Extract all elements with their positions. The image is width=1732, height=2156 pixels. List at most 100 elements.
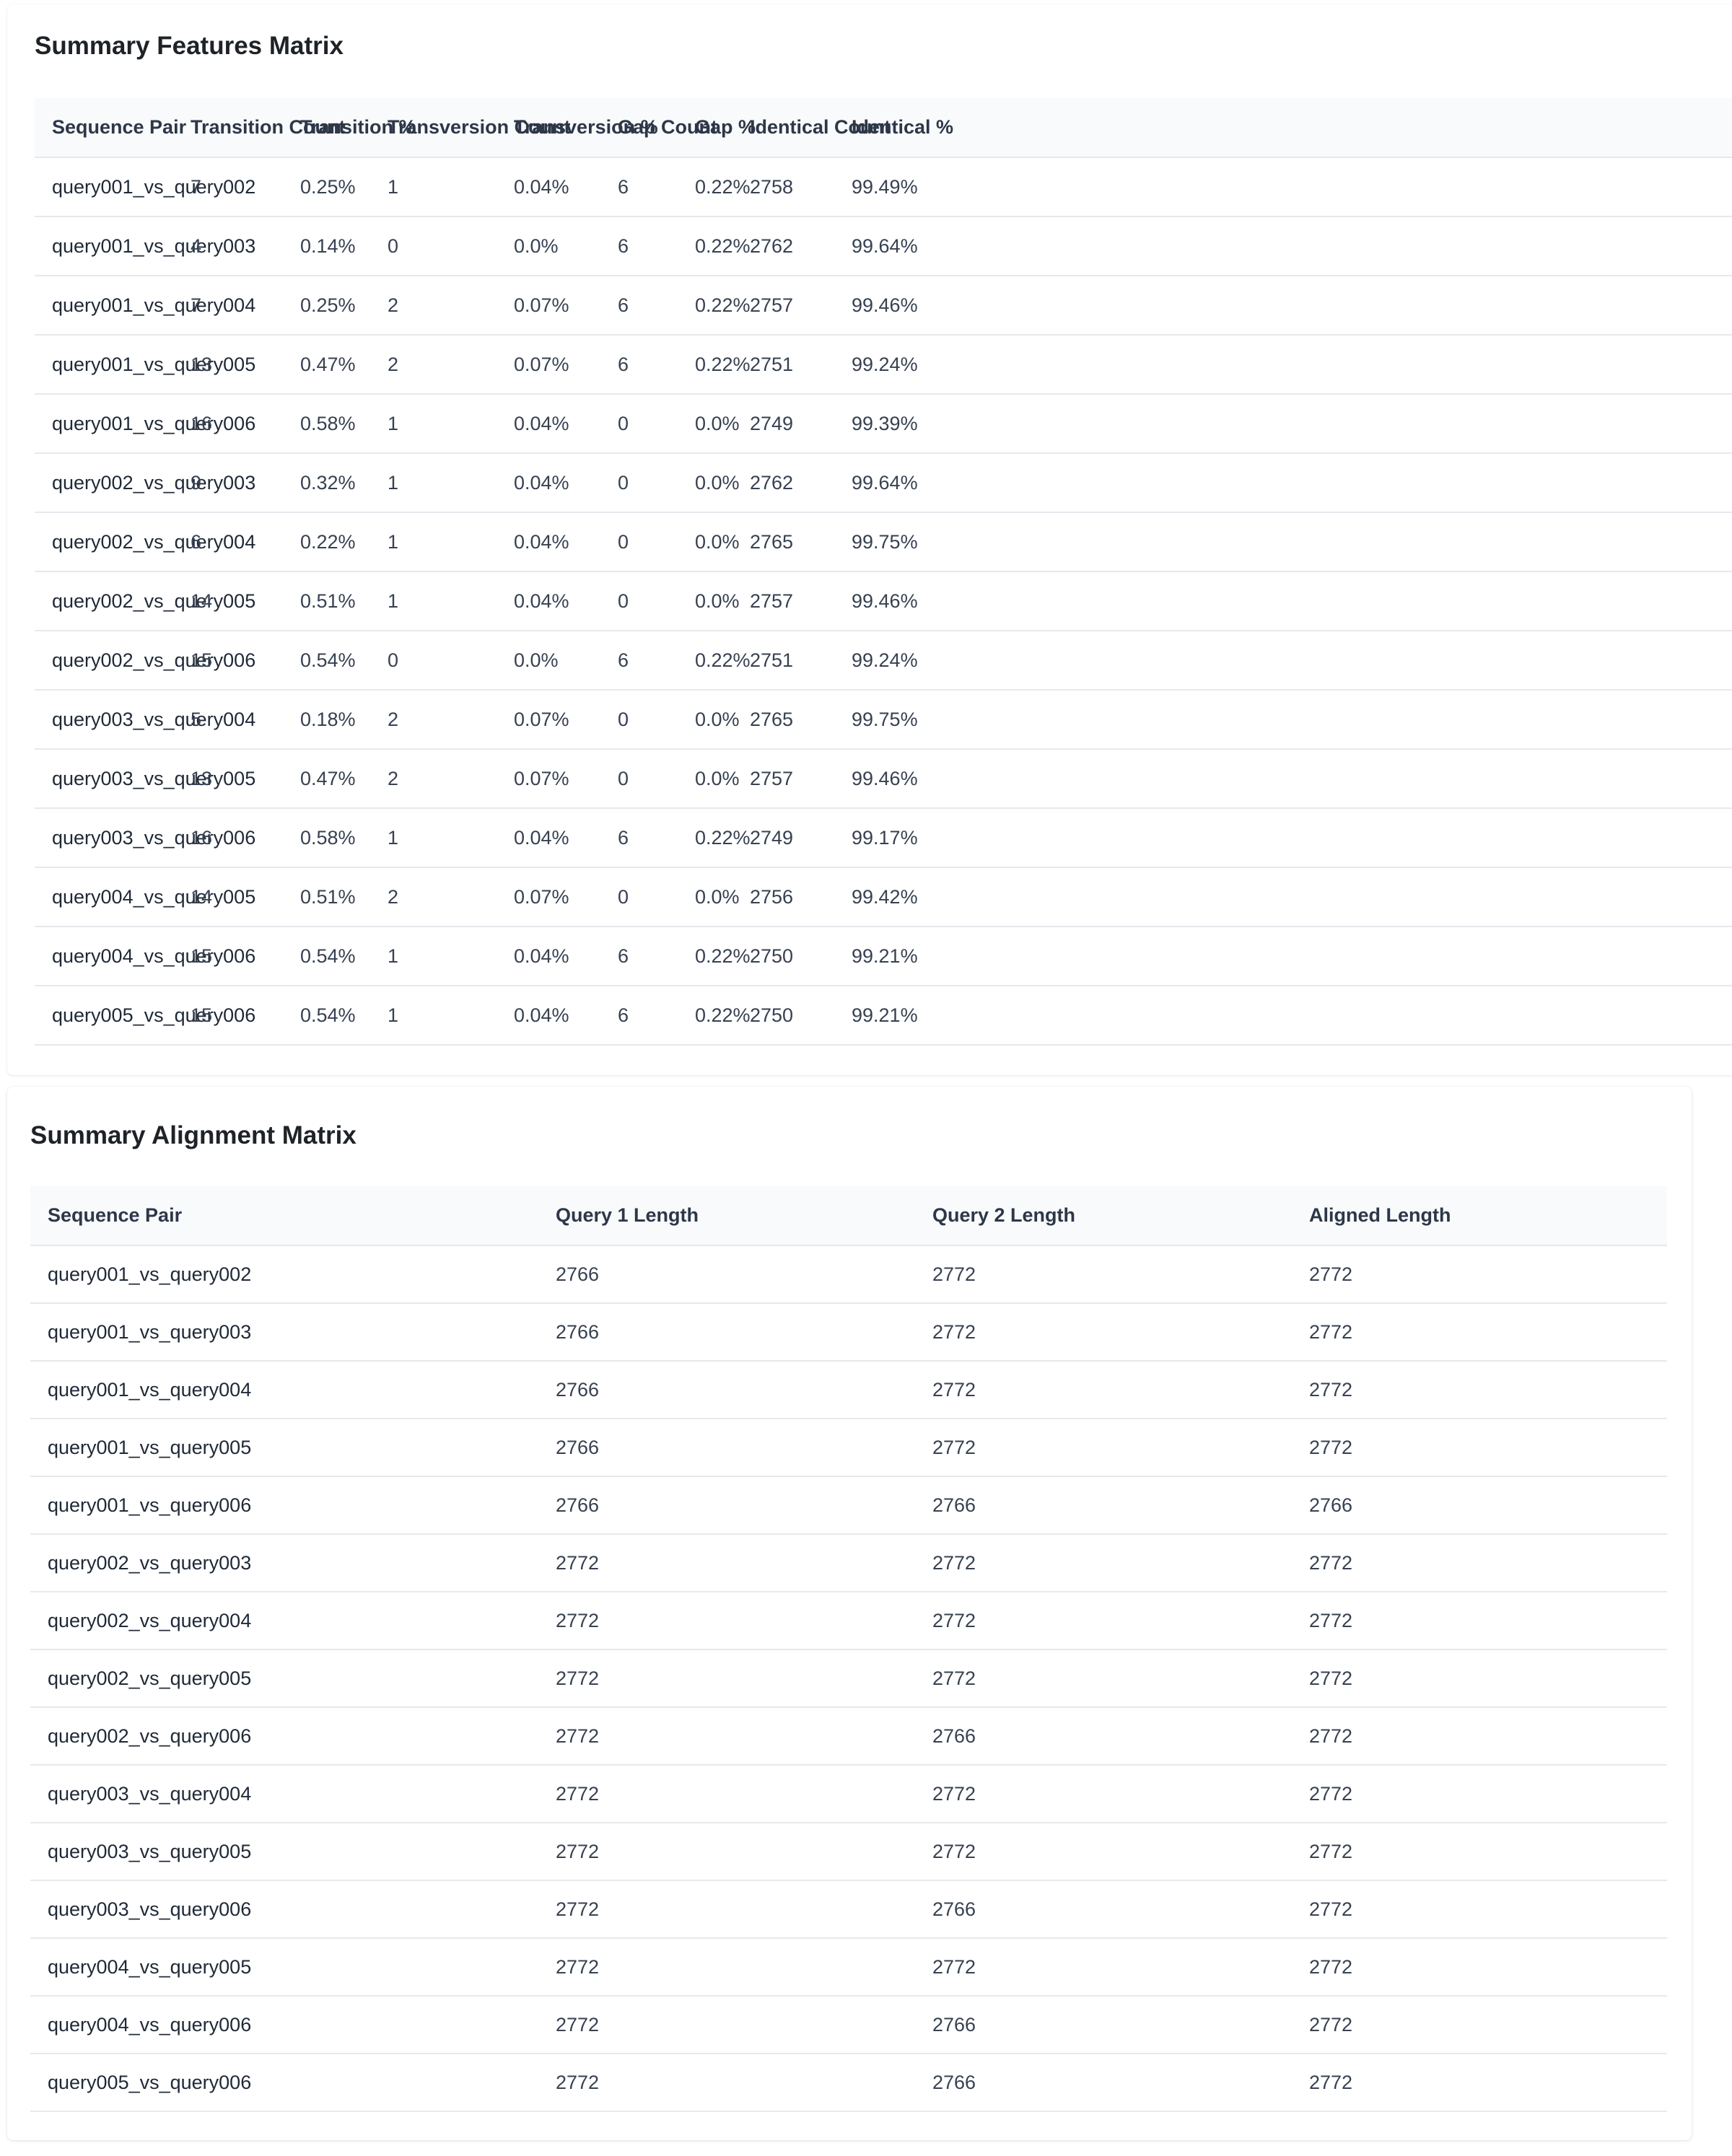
cell-query-1-length: 2772 (538, 1823, 915, 1881)
cell-gap-count: 6 (600, 926, 678, 986)
cell-transversion-pct: 0.04% (497, 512, 600, 572)
cell-transition-pct: 0.54% (283, 926, 370, 986)
features-matrix-table: Sequence Pair Transition Count Transition … (35, 98, 1732, 1046)
cell-sequence-pair: query001_vs_query006 (30, 1476, 538, 1535)
cell-aligned-length: 2772 (1292, 1938, 1667, 1997)
table-row: query002_vs_query006 15 0.54% 0 0.0% 6 0.22% 27… (35, 631, 1732, 691)
cell-aligned-length: 2772 (1292, 1303, 1667, 1362)
cell-sequence-pair: query003_vs_query005 (30, 1823, 538, 1881)
cell-transversion-count: 0 (370, 216, 497, 276)
alignment-matrix-card: Summary Alignment Matrix Sequence Pair Qu… (7, 1087, 1692, 2140)
cell-identical-count: 2757 (732, 749, 834, 809)
cell-sequence-pair: query002_vs_query006 (35, 631, 255, 691)
cell-aligned-length: 2772 (1292, 1649, 1667, 1708)
cell-transition-pct: 0.51% (283, 867, 370, 927)
cell-identical-pct: 99.46% (834, 749, 1732, 809)
cell-transition-count: 14 (173, 571, 283, 631)
cell-identical-count: 2762 (732, 453, 834, 513)
cell-identical-pct: 99.75% (834, 512, 1732, 572)
cell-gap-count: 6 (600, 335, 678, 395)
cell-gap-count: 0 (600, 571, 678, 631)
cell-query-2-length: 2772 (915, 1245, 1292, 1304)
cell-identical-count: 2765 (732, 512, 834, 572)
table-row: query001_vs_query002 7 0.25% 1 0.04% 6 0.22% 27… (35, 157, 1732, 217)
table-row: query001_vs_query002 2766 2772 2772 (30, 1245, 1667, 1304)
column-header-gap-pct: Gap % (678, 98, 756, 158)
cell-aligned-length: 2772 (1292, 1592, 1667, 1650)
cell-gap-pct: 0.22% (678, 631, 751, 691)
cell-transversion-count: 1 (370, 926, 497, 986)
cell-identical-pct: 99.42% (834, 867, 1732, 927)
cell-identical-count: 2749 (732, 394, 834, 454)
cell-identical-pct: 99.46% (834, 276, 1732, 336)
column-header-query-1-length: Query 1 Length (538, 1186, 915, 1246)
cell-gap-count: 6 (600, 986, 678, 1046)
cell-query-1-length: 2772 (538, 1765, 915, 1823)
cell-sequence-pair: query001_vs_query002 (30, 1245, 538, 1304)
cell-sequence-pair: query002_vs_query004 (35, 512, 255, 572)
table-row: query005_vs_query006 15 0.54% 1 0.04% 6 0.22% 2… (35, 986, 1732, 1046)
cell-transition-count: 9 (173, 453, 283, 513)
cell-identical-count: 2751 (732, 335, 834, 395)
cell-query-2-length: 2766 (915, 1707, 1292, 1766)
cell-sequence-pair: query002_vs_query005 (35, 571, 255, 631)
cell-query-1-length: 2766 (538, 1303, 915, 1362)
cell-identical-pct: 99.39% (834, 394, 1732, 454)
cell-gap-pct: 0.22% (678, 986, 751, 1046)
cell-transversion-count: 2 (370, 749, 497, 809)
table-row: query002_vs_query004 6 0.22% 1 0.04% 0 0.0% 276… (35, 512, 1732, 572)
cell-identical-pct: 99.64% (834, 453, 1732, 513)
cell-identical-count: 2749 (732, 808, 834, 868)
cell-transition-count: 16 (173, 394, 283, 454)
cell-gap-count: 0 (600, 512, 678, 572)
cell-gap-pct: 0.22% (678, 276, 751, 336)
cell-query-1-length: 2766 (538, 1476, 915, 1535)
features-header-row: Sequence Pair Transition Count Transition … (35, 98, 1732, 158)
cell-query-2-length: 2772 (915, 1534, 1292, 1592)
cell-transversion-pct: 0.04% (497, 808, 600, 868)
cell-transition-count: 4 (173, 216, 283, 276)
cell-sequence-pair: query005_vs_query006 (35, 986, 255, 1046)
cell-gap-count: 6 (600, 216, 678, 276)
cell-transversion-pct: 0.0% (497, 631, 600, 691)
cell-aligned-length: 2772 (1292, 1823, 1667, 1881)
cell-gap-count: 6 (600, 631, 678, 691)
table-row: query003_vs_query006 16 0.58% 1 0.04% 6 0.22% 2… (35, 808, 1732, 868)
table-row: query002_vs_query006 2772 2766 2772 (30, 1707, 1667, 1766)
table-row: query003_vs_query006 2772 2766 2772 (30, 1880, 1667, 1939)
cell-query-2-length: 2772 (915, 1938, 1292, 1997)
cell-sequence-pair: query004_vs_query005 (35, 867, 255, 927)
cell-query-2-length: 2766 (915, 1476, 1292, 1535)
table-row: query004_vs_query006 2772 2766 2772 (30, 1996, 1667, 2054)
cell-identical-count: 2758 (732, 157, 834, 217)
cell-query-1-length: 2772 (538, 1880, 915, 1939)
cell-identical-pct: 99.75% (834, 690, 1732, 750)
cell-sequence-pair: query005_vs_query006 (30, 2054, 538, 2112)
cell-sequence-pair: query001_vs_query003 (30, 1303, 538, 1362)
cell-identical-pct: 99.49% (834, 157, 1732, 217)
cell-identical-count: 2751 (732, 631, 834, 691)
cell-transition-count: 15 (173, 986, 283, 1046)
table-row: query005_vs_query006 2772 2766 2772 (30, 2054, 1667, 2112)
cell-gap-pct: 0.0% (678, 749, 740, 809)
table-row: query001_vs_query005 13 0.47% 2 0.07% 6 0.22% 2… (35, 335, 1732, 395)
cell-query-1-length: 2766 (538, 1419, 915, 1477)
alignment-matrix-title: Summary Alignment Matrix (30, 1121, 357, 1149)
cell-aligned-length: 2772 (1292, 1361, 1667, 1419)
cell-transition-pct: 0.58% (283, 808, 370, 868)
cell-transition-count: 7 (173, 276, 283, 336)
cell-identical-count: 2757 (732, 276, 834, 336)
cell-identical-pct: 99.46% (834, 571, 1732, 631)
cell-transversion-pct: 0.07% (497, 749, 600, 809)
cell-identical-count: 2765 (732, 690, 834, 750)
cell-sequence-pair: query003_vs_query004 (30, 1765, 538, 1823)
cell-transition-pct: 0.47% (283, 335, 370, 395)
cell-identical-count: 2762 (732, 216, 834, 276)
cell-query-2-length: 2766 (915, 1880, 1292, 1939)
table-row: query001_vs_query004 2766 2772 2772 (30, 1361, 1667, 1419)
cell-transversion-count: 1 (370, 986, 497, 1046)
column-header-transversion-pct: Transversion % (497, 98, 658, 158)
cell-transition-count: 7 (173, 157, 283, 217)
cell-transversion-count: 2 (370, 867, 497, 927)
column-header-transversion-count: Transversion Count (370, 98, 571, 158)
